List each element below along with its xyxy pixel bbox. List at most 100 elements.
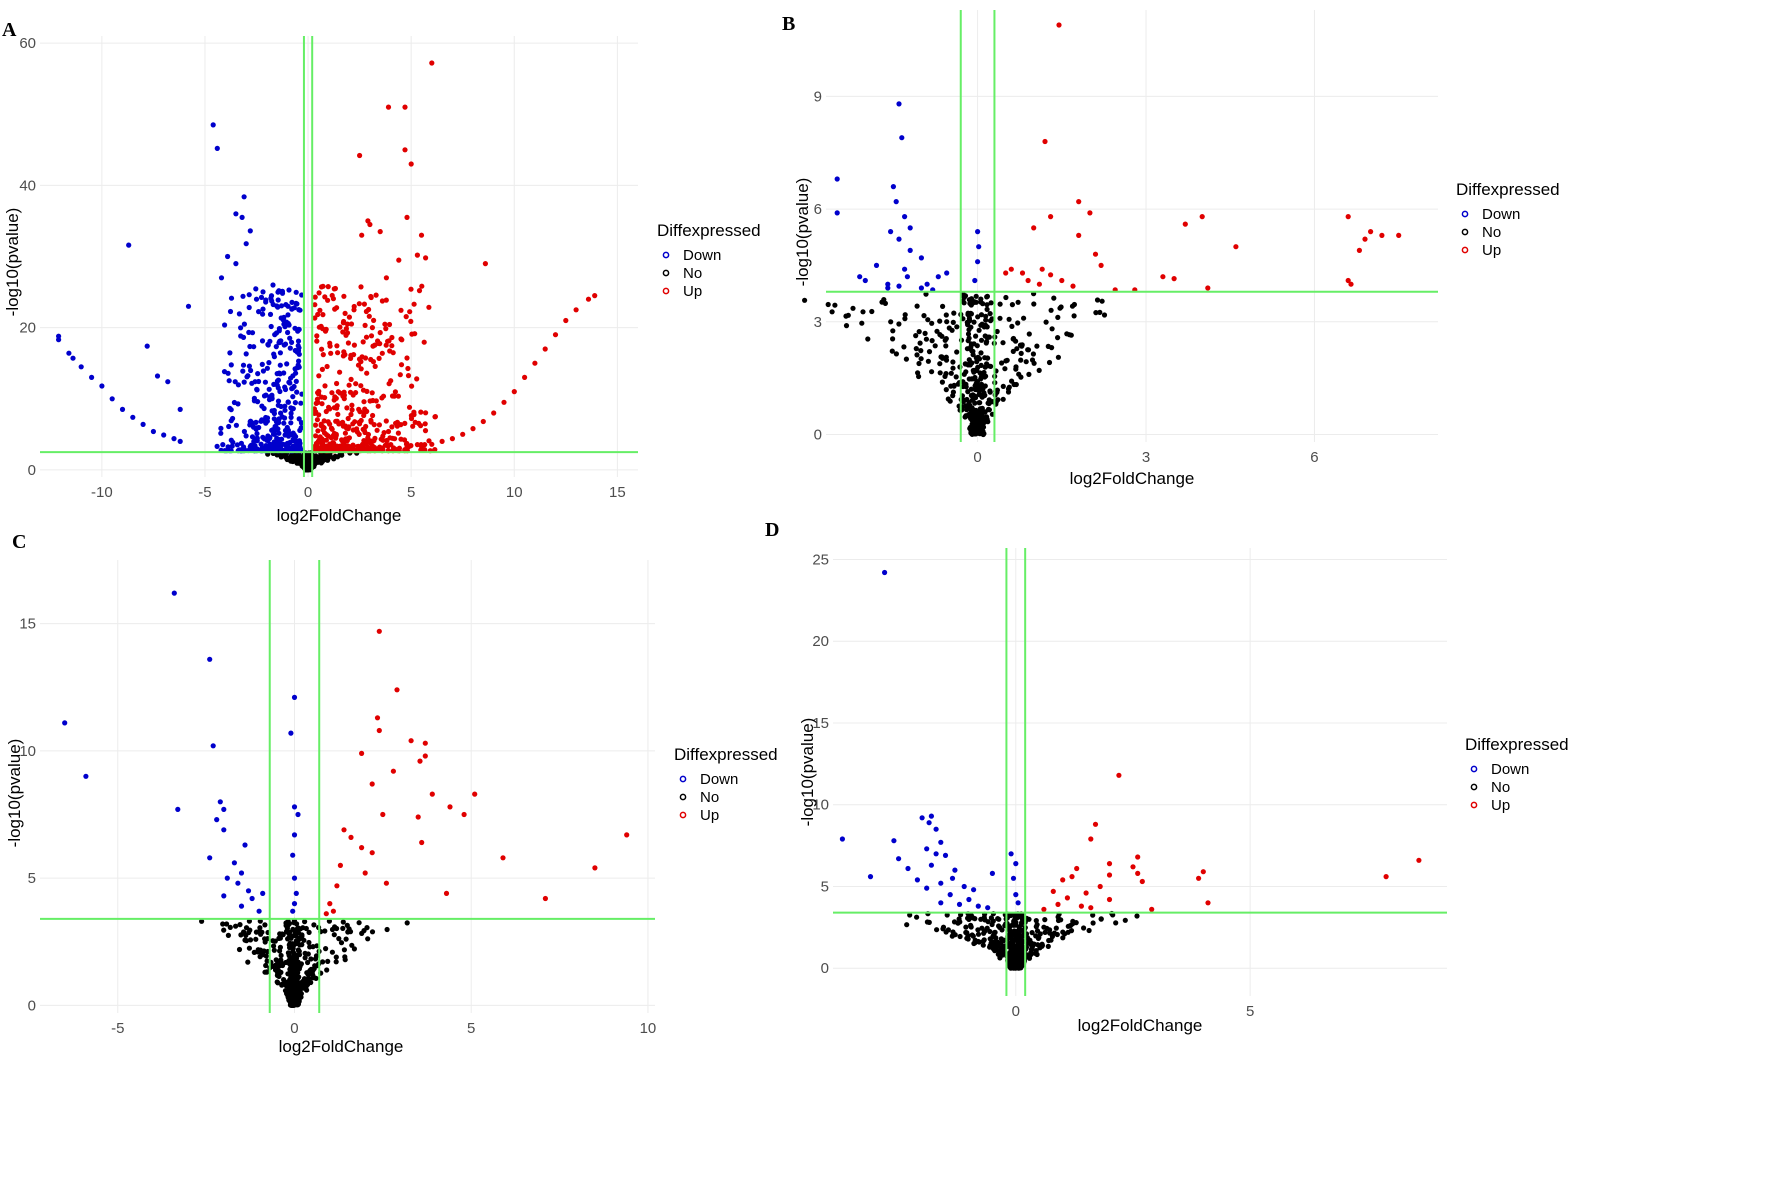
- point-no-b: [918, 356, 924, 362]
- point-no-c: [292, 1000, 298, 1006]
- point-down-c: [83, 773, 89, 779]
- point-no-b: [896, 321, 902, 327]
- point-up-d: [1088, 905, 1094, 911]
- point-down-a: [249, 380, 255, 386]
- point-up-a: [312, 315, 318, 321]
- y-tick-label-d: 10: [812, 797, 829, 814]
- point-up-a: [366, 306, 372, 313]
- point-down-c: [249, 895, 255, 902]
- point-no-c: [293, 955, 300, 961]
- point-down-c: [293, 890, 299, 897]
- x-tick-label-a: -5: [198, 484, 211, 501]
- point-up-a: [501, 399, 507, 405]
- point-up-a: [348, 411, 354, 418]
- point-no-c: [310, 944, 316, 950]
- point-no-c: [279, 960, 285, 966]
- point-down-a: [274, 378, 280, 384]
- point-no-b: [890, 336, 896, 342]
- point-up-a: [404, 214, 410, 220]
- point-down-a: [283, 302, 289, 308]
- point-up-a: [405, 373, 412, 379]
- point-down-a: [228, 407, 234, 413]
- point-no-b: [978, 322, 984, 328]
- point-up-d: [1097, 883, 1103, 890]
- point-up-a: [363, 334, 370, 340]
- point-down-d: [924, 846, 930, 852]
- point-no-c: [275, 971, 281, 977]
- point-down-c: [231, 860, 237, 866]
- point-up-a: [367, 221, 373, 228]
- point-down-b: [885, 281, 891, 287]
- point-down-a: [247, 422, 253, 428]
- point-down-a: [278, 303, 285, 309]
- point-no-b: [903, 356, 910, 362]
- point-no-b: [974, 367, 980, 374]
- point-up-a: [423, 255, 429, 261]
- point-up-a: [358, 417, 364, 424]
- point-down-a: [288, 420, 294, 426]
- point-up-d: [1139, 878, 1145, 885]
- point-down-c: [217, 799, 223, 805]
- x-tick-label-d: 5: [1246, 1003, 1254, 1020]
- point-up-a: [319, 401, 325, 407]
- point-up-b: [1199, 214, 1205, 220]
- point-up-a: [322, 328, 329, 334]
- point-no-b: [977, 400, 983, 406]
- point-down-d: [933, 851, 939, 857]
- point-up-a: [563, 317, 569, 324]
- point-no-b: [962, 361, 968, 367]
- point-up-c: [323, 911, 329, 917]
- point-no-b: [1055, 354, 1061, 360]
- point-up-b: [1025, 277, 1031, 284]
- point-up-a: [312, 443, 318, 450]
- point-down-a: [218, 425, 224, 431]
- point-up-a: [363, 423, 369, 430]
- point-no-d: [1019, 920, 1025, 926]
- point-up-a: [511, 389, 517, 395]
- point-no-c: [301, 976, 308, 982]
- point-down-a: [253, 435, 260, 442]
- point-down-a: [288, 414, 294, 420]
- point-down-a: [109, 396, 115, 402]
- point-no-b: [1026, 371, 1032, 377]
- point-up-a: [388, 378, 394, 384]
- point-no-d: [934, 927, 940, 933]
- point-no-b: [1010, 348, 1016, 354]
- point-down-a: [154, 373, 161, 379]
- point-no-b: [969, 405, 975, 411]
- point-up-a: [398, 362, 405, 368]
- point-no-b: [981, 393, 987, 399]
- point-down-a: [245, 373, 251, 379]
- point-no-c: [277, 948, 283, 954]
- point-no-b: [1043, 319, 1049, 325]
- point-up-b: [1345, 214, 1351, 220]
- point-down-a: [238, 325, 244, 331]
- point-no-b: [954, 324, 960, 330]
- legend-item-no: No: [662, 265, 702, 282]
- point-no-c: [349, 942, 355, 948]
- point-up-c: [390, 768, 396, 774]
- point-up-a: [358, 383, 364, 389]
- point-up-b: [1379, 232, 1385, 238]
- point-down-a: [284, 361, 290, 367]
- legend-key-no: [1470, 783, 1478, 791]
- point-no-b: [975, 385, 981, 391]
- point-down-a: [294, 349, 300, 355]
- point-down-a: [233, 422, 239, 428]
- legend-item-down: Down: [662, 247, 721, 264]
- point-no-d: [1035, 942, 1041, 948]
- point-down-b: [918, 285, 925, 291]
- point-no-c: [291, 920, 297, 926]
- point-no-d: [1029, 944, 1035, 950]
- point-no-d: [1041, 924, 1047, 930]
- point-down-a: [226, 378, 232, 384]
- point-up-a: [592, 293, 598, 299]
- point-no-d: [1045, 943, 1051, 950]
- point-up-a: [378, 436, 384, 442]
- point-up-b: [1039, 266, 1045, 272]
- point-down-a: [296, 358, 302, 364]
- legend-label-no: No: [1491, 779, 1510, 796]
- point-no-c: [295, 947, 301, 953]
- point-down-a: [249, 330, 256, 336]
- point-no-c: [322, 928, 328, 934]
